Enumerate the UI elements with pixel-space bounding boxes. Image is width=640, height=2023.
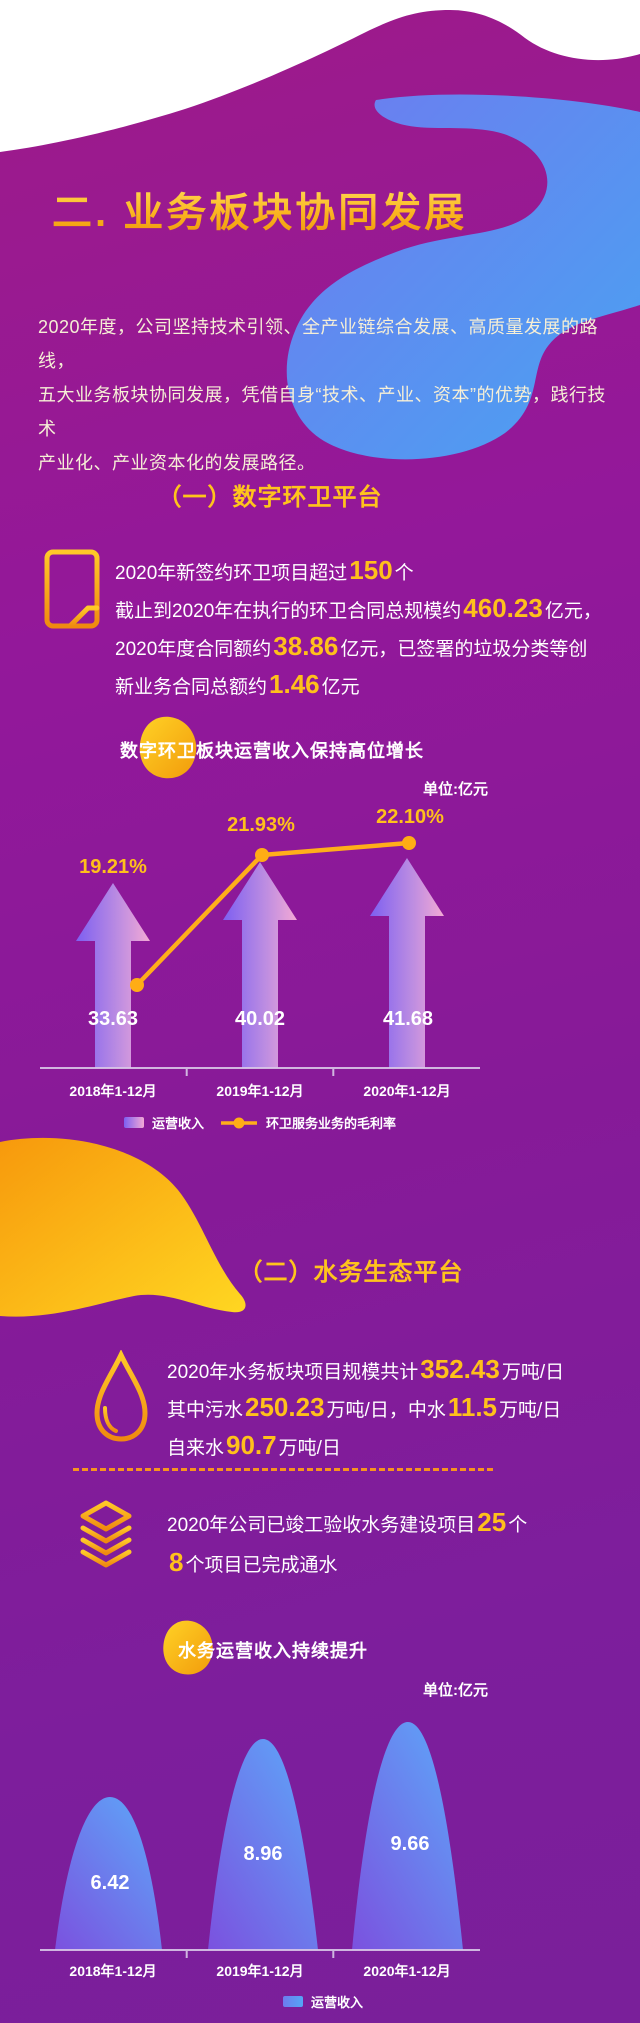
page-title: 二. 业务板块协同发展 bbox=[52, 180, 467, 238]
water-revenue-swatch bbox=[283, 1996, 303, 2007]
chart2-legend: 运营收入 bbox=[283, 1992, 363, 2011]
dome-2018 bbox=[55, 1797, 162, 1950]
chart2-unit-label: 单位:亿元 bbox=[423, 1682, 488, 1699]
dome-value-2019: 8.96 bbox=[243, 1843, 283, 1865]
pct-label-2019: 21.93% bbox=[227, 814, 295, 836]
legend-margin-rate-label: 环卫服务业务的毛利率 bbox=[266, 1116, 397, 1131]
margin-rate-legend-marker bbox=[221, 1117, 257, 1128]
bar-arrow-2018 bbox=[76, 883, 150, 1068]
chart1-title-blob bbox=[139, 716, 197, 779]
layers-icon bbox=[80, 1500, 132, 1568]
chart2-title: 水务运营收入持续提升 bbox=[178, 1641, 368, 1661]
intro-paragraph: 2020年度，公司坚持技术引领、全产业链综合发展、高质量发展的路线， 五大业务板块… bbox=[38, 317, 606, 473]
legend-revenue-label: 运营收入 bbox=[151, 1116, 204, 1131]
chart2-xlabel-2020: 2020年1-12月 bbox=[363, 1963, 451, 1979]
chart1-legend: 运营收入 环卫服务业务的毛利率 bbox=[40, 1113, 480, 1132]
yellow-blob-decoration bbox=[0, 1137, 246, 1317]
chart1-plot bbox=[40, 836, 480, 1076]
bar-arrow-2019 bbox=[223, 862, 297, 1068]
bar-value-2019: 40.02 bbox=[234, 1008, 286, 1030]
chart1-xlabel-2018: 2018年1-12月 bbox=[69, 1083, 157, 1099]
chart1-xlabel-2019: 2019年1-12月 bbox=[216, 1083, 304, 1099]
bar-value-2020: 41.68 bbox=[382, 1008, 434, 1030]
construction-stats: 2020年公司已竣工验收水务建设项目25 个 8 个项目已完成通水 bbox=[167, 1507, 528, 1577]
legend-water-revenue-label: 运营收入 bbox=[311, 1995, 364, 2010]
dome-value-2020: 9.66 bbox=[390, 1833, 430, 1855]
revenue-swatch bbox=[123, 1117, 144, 1128]
header-decoration bbox=[0, 0, 640, 460]
chart1-xlabel-2020: 2020年1-12月 bbox=[363, 1083, 451, 1099]
dome-2020 bbox=[352, 1722, 463, 1950]
dome-2019 bbox=[208, 1739, 318, 1950]
chart1-unit-label: 单位:亿元 bbox=[423, 781, 488, 798]
section2-heading: （二）水务生态平台 bbox=[238, 1259, 464, 1286]
section1-stats: 2020年新签约环卫项目超过150 个截止到2020年在执行的环卫合同总规模约46… bbox=[115, 555, 602, 699]
pct-label-2018: 19.21% bbox=[79, 856, 147, 878]
line-point-2020 bbox=[402, 836, 416, 850]
line-point-2018 bbox=[130, 978, 144, 992]
document-icon bbox=[44, 549, 100, 629]
bar-value-2018: 33.63 bbox=[87, 1008, 139, 1030]
header-wave-white bbox=[0, 0, 640, 152]
water-stats: 2020年水务板块项目规模共计352.43 万吨/日 其中污水250.23 万吨/日，… bbox=[167, 1354, 565, 1460]
section1-heading: （一）数字环卫平台 bbox=[157, 484, 383, 511]
line-point-2019 bbox=[255, 848, 269, 862]
dashed-divider bbox=[73, 1468, 493, 1471]
chart2-title-blob bbox=[163, 1620, 213, 1675]
bar-arrow-2020 bbox=[370, 858, 444, 1068]
pct-label-2020: 22.10% bbox=[376, 806, 444, 828]
dome-value-2018: 6.42 bbox=[90, 1872, 130, 1894]
chart2-xlabel-2018: 2018年1-12月 bbox=[69, 1963, 157, 1979]
water-drop-icon bbox=[94, 1350, 148, 1442]
chart1-title: 数字环卫板块运营收入保持高位增长 bbox=[120, 741, 424, 761]
chart2-plot bbox=[40, 1722, 480, 1958]
chart2-xlabel-2019: 2019年1-12月 bbox=[216, 1963, 304, 1979]
blue-blob bbox=[286, 94, 640, 460]
